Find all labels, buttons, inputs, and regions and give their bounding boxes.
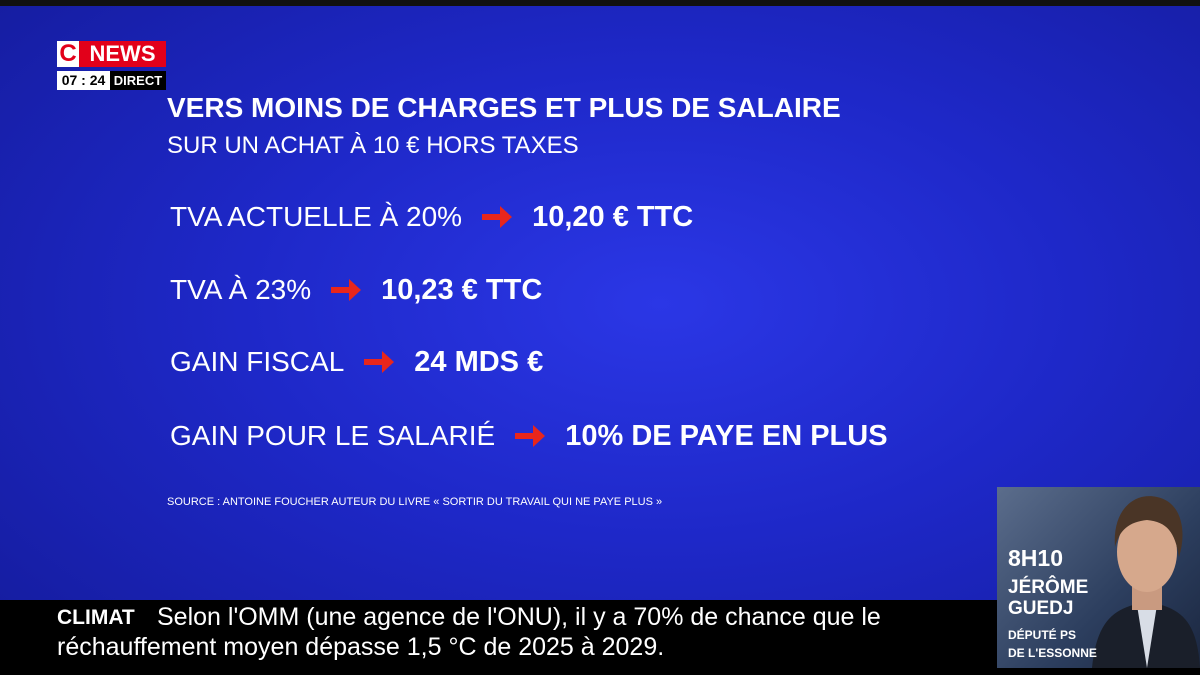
panel-subtitle: SUR UN ACHAT À 10 € HORS TAXES [167, 132, 579, 159]
row: TVA ACTUELLE À 20% 10,20 € TTC [170, 197, 693, 237]
source: SOURCE : ANTOINE FOUCHER AUTEUR DU LIVRE… [167, 496, 663, 508]
guest-time: 8H10 [1008, 545, 1063, 571]
guest-name: GUEDJ [1008, 598, 1074, 619]
arrow [482, 206, 513, 228]
clock: 07 : 24 [57, 71, 110, 90]
logo-news: NEWS [79, 41, 166, 67]
row: GAIN POUR LE SALARIÉ 10% DE PAYE EN PLUS [170, 416, 888, 456]
ticker-text: réchauffement moyen dépasse 1,5 °C de 20… [57, 633, 665, 661]
arrow [515, 425, 546, 447]
row: GAIN FISCAL 24 MDS € [170, 342, 543, 382]
ticker-topic: CLIMAT [57, 606, 135, 629]
top-bar [0, 0, 1200, 6]
row-value: 24 MDS € [414, 345, 544, 378]
live-badge: DIRECT [110, 71, 166, 90]
row-label: GAIN POUR LE SALARIÉ [170, 420, 496, 451]
guest-role: DÉPUTÉ PS [1008, 628, 1077, 642]
arrow [331, 279, 362, 301]
panel-title: VERS MOINS DE CHARGES ET PLUS DE SALAIRE [167, 92, 841, 123]
guest-name: JÉRÔME [1008, 577, 1089, 598]
row-label: TVA ACTUELLE À 20% [170, 201, 463, 232]
row-label: TVA À 23% [170, 274, 312, 305]
guest-panel [997, 487, 1200, 668]
row: TVA À 23% 10,23 € TTC [170, 270, 542, 310]
ticker-text: Selon l'OMM (une agence de l'ONU), il y … [157, 603, 881, 631]
row-value: 10,23 € TTC [381, 273, 543, 306]
guest-photo [1092, 496, 1200, 668]
guest-role: DE L'ESSONNE [1008, 646, 1097, 660]
arrow [364, 351, 395, 373]
row-value: 10,20 € TTC [532, 200, 694, 233]
row-value: 10% DE PAYE EN PLUS [565, 419, 888, 452]
row-label: GAIN FISCAL [170, 346, 345, 377]
logo-c: C [57, 41, 79, 67]
